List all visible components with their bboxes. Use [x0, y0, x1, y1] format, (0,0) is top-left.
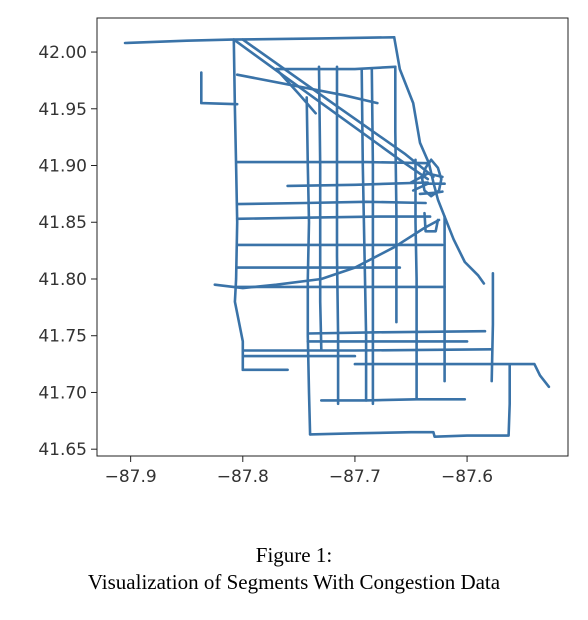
road-segment	[418, 190, 444, 196]
road-segment	[308, 363, 512, 439]
road-segment	[393, 65, 398, 324]
road-segment	[414, 158, 418, 400]
road-segment	[305, 96, 312, 436]
y-tick-label: 41.95	[38, 100, 87, 120]
road-segment	[123, 35, 396, 45]
figure-caption-text: Visualization of Segments With Congestio…	[87, 570, 501, 594]
road-segment	[200, 71, 239, 106]
y-tick-label: 41.90	[38, 157, 87, 177]
road-segment	[213, 218, 441, 290]
road-segment	[319, 397, 467, 402]
road-segment	[360, 67, 368, 402]
figure-caption-label: Figure 1:	[255, 543, 333, 567]
road-segment	[317, 65, 323, 351]
x-tick-label: −87.9	[105, 467, 157, 487]
road-segment	[241, 347, 494, 352]
x-tick-label: −87.6	[441, 467, 493, 487]
road-segment	[241, 38, 435, 179]
y-tick-label: 41.65	[38, 440, 87, 460]
x-tick-label: −87.8	[217, 467, 269, 487]
road-segment	[423, 211, 440, 233]
y-tick-label: 41.80	[38, 270, 87, 290]
road-segment	[235, 73, 379, 105]
road-segment	[232, 38, 245, 372]
line-chart: −87.9 −87.8 −87.7 −87.6 41.65 41.70 41.75 41.80…	[38, 17, 569, 487]
road-segment	[427, 161, 486, 285]
road-segment	[411, 182, 446, 192]
y-tick-label: 41.85	[38, 213, 87, 233]
road-segment	[335, 65, 340, 406]
x-tick-label: −87.7	[329, 467, 381, 487]
road-segment	[409, 172, 444, 184]
road-segment	[420, 158, 443, 198]
road-segment	[490, 271, 495, 383]
road-segment	[353, 362, 551, 389]
axes-layer: −87.9 −87.8 −87.7 −87.6 41.65 41.70 41.75 41.80…	[38, 43, 493, 487]
road-segment	[286, 181, 430, 188]
plot-frame	[96, 17, 569, 457]
road-segment	[392, 35, 431, 165]
y-tick-label: 42.00	[38, 43, 87, 63]
y-tick-label: 41.75	[38, 327, 87, 347]
segments-layer	[123, 35, 551, 439]
road-segment	[235, 160, 431, 165]
road-segment	[275, 67, 318, 115]
road-segment	[235, 215, 432, 221]
road-segment	[370, 67, 375, 406]
road-segment	[306, 329, 487, 335]
y-tick-label: 41.70	[38, 383, 87, 403]
road-segment	[275, 65, 397, 71]
